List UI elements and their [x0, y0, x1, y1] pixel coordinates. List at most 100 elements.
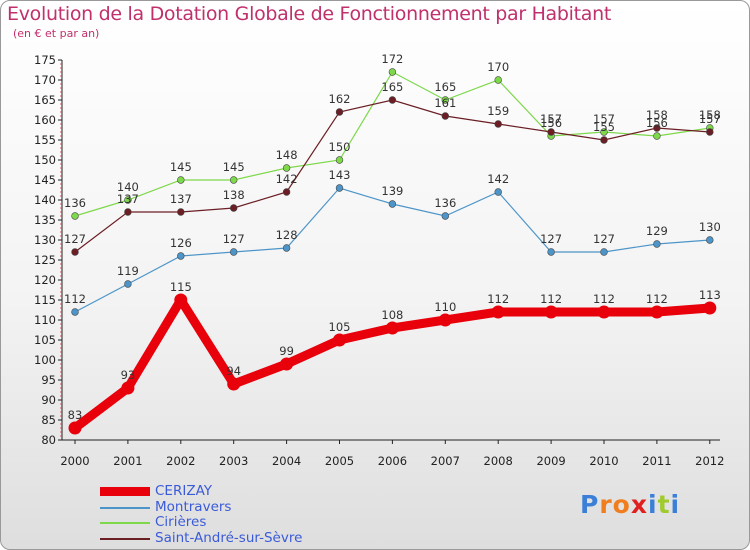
data-label: 108 [381, 308, 403, 322]
data-label: 158 [646, 108, 668, 122]
data-point [335, 184, 344, 192]
data-label: 157 [540, 112, 562, 126]
data-label: 130 [699, 220, 721, 234]
data-label: 162 [329, 92, 351, 106]
legend-label: Montravers [155, 498, 232, 515]
y-tick-label: 160 [34, 113, 56, 127]
legend-swatch [100, 506, 150, 509]
data-point [230, 204, 238, 212]
y-tick-label: 140 [34, 193, 56, 207]
data-point [388, 96, 397, 104]
data-label: 129 [646, 224, 668, 238]
data-label: 145 [170, 160, 192, 174]
data-point [547, 248, 555, 256]
data-point [600, 248, 608, 256]
x-tick-label: 2005 [325, 454, 354, 468]
y-tick-label: 95 [41, 373, 56, 387]
x-tick-label: 2000 [60, 454, 89, 468]
data-label: 112 [540, 292, 562, 306]
data-label: 128 [276, 228, 298, 242]
y-tick-label: 125 [34, 253, 56, 267]
data-labels: 112 119 126 127 128 143 139 136 142 127 127 129 130 1… [64, 52, 721, 422]
data-point [385, 321, 399, 335]
data-point [600, 136, 608, 144]
y-tick-label: 175 [34, 53, 56, 67]
data-label: 127 [540, 232, 562, 246]
data-point [441, 96, 449, 104]
data-label: 156 [646, 116, 668, 130]
data-point [227, 377, 241, 391]
y-tick-label: 80 [41, 433, 56, 447]
data-label: 142 [276, 172, 298, 186]
y-tick-label: 85 [41, 413, 56, 427]
data-label: 159 [487, 104, 509, 118]
data-label: 165 [434, 80, 456, 94]
data-point [71, 308, 79, 316]
data-point [703, 301, 717, 315]
data-label: 105 [329, 320, 351, 334]
data-point [706, 236, 714, 244]
data-point [441, 112, 449, 120]
y-tick-label: 130 [34, 233, 56, 247]
data-point [547, 128, 555, 136]
data-label: 115 [170, 280, 192, 294]
data-point [544, 305, 558, 319]
data-point [494, 188, 502, 196]
data-label: 145 [223, 160, 245, 174]
data-point [121, 381, 135, 395]
data-point [597, 305, 611, 319]
data-point [600, 128, 608, 136]
y-tick-label: 110 [34, 313, 56, 327]
data-label: 93 [121, 368, 136, 382]
x-tick-label: 2009 [536, 454, 565, 468]
data-point [653, 240, 661, 248]
data-label: 137 [170, 192, 192, 206]
data-label: 110 [434, 300, 456, 314]
data-label: 140 [117, 180, 139, 194]
data-point [124, 280, 132, 288]
data-point [653, 132, 661, 140]
data-label: 113 [699, 288, 721, 302]
data-point [68, 421, 82, 435]
data-label: 112 [487, 292, 509, 306]
data-label: 127 [593, 232, 615, 246]
data-label: 127 [64, 232, 86, 246]
logo-letter: P [580, 490, 600, 519]
data-label: 157 [699, 112, 721, 126]
data-point [441, 212, 449, 220]
data-label: 136 [64, 196, 86, 210]
data-label: 126 [170, 236, 192, 250]
data-point [177, 252, 185, 260]
data-point [438, 313, 452, 327]
data-label: 137 [117, 192, 139, 206]
data-point [177, 176, 185, 184]
data-point [706, 128, 714, 136]
legend-label: Saint-André-sur-Sèvre [155, 529, 303, 546]
data-label: 155 [593, 120, 615, 134]
data-label: 143 [329, 168, 351, 182]
legend-label: Cirières [155, 514, 207, 530]
data-label: 142 [487, 172, 509, 186]
x-tick-label: 2004 [272, 454, 301, 468]
legend-swatch [100, 522, 150, 524]
chart-subtitle: (en € et par an) [13, 27, 100, 40]
data-label: 157 [593, 112, 615, 126]
legend-swatch [100, 537, 150, 540]
logo-letter: t [657, 490, 671, 519]
data-point [494, 76, 502, 84]
x-tick-label: 2010 [589, 454, 618, 468]
data-point [333, 333, 346, 347]
data-label: 112 [64, 292, 86, 306]
data-label: 136 [434, 196, 456, 210]
data-label: 170 [487, 60, 509, 74]
x-tick-label: 2001 [113, 454, 142, 468]
data-label: 165 [381, 80, 403, 94]
data-label: 139 [381, 184, 403, 198]
legend-swatch [100, 487, 150, 496]
y-tick-label: 100 [34, 353, 56, 367]
data-point [388, 200, 397, 208]
x-tick-label: 2011 [642, 454, 671, 468]
data-point [124, 208, 132, 216]
data-point [491, 305, 505, 319]
data-label: 161 [434, 96, 456, 110]
